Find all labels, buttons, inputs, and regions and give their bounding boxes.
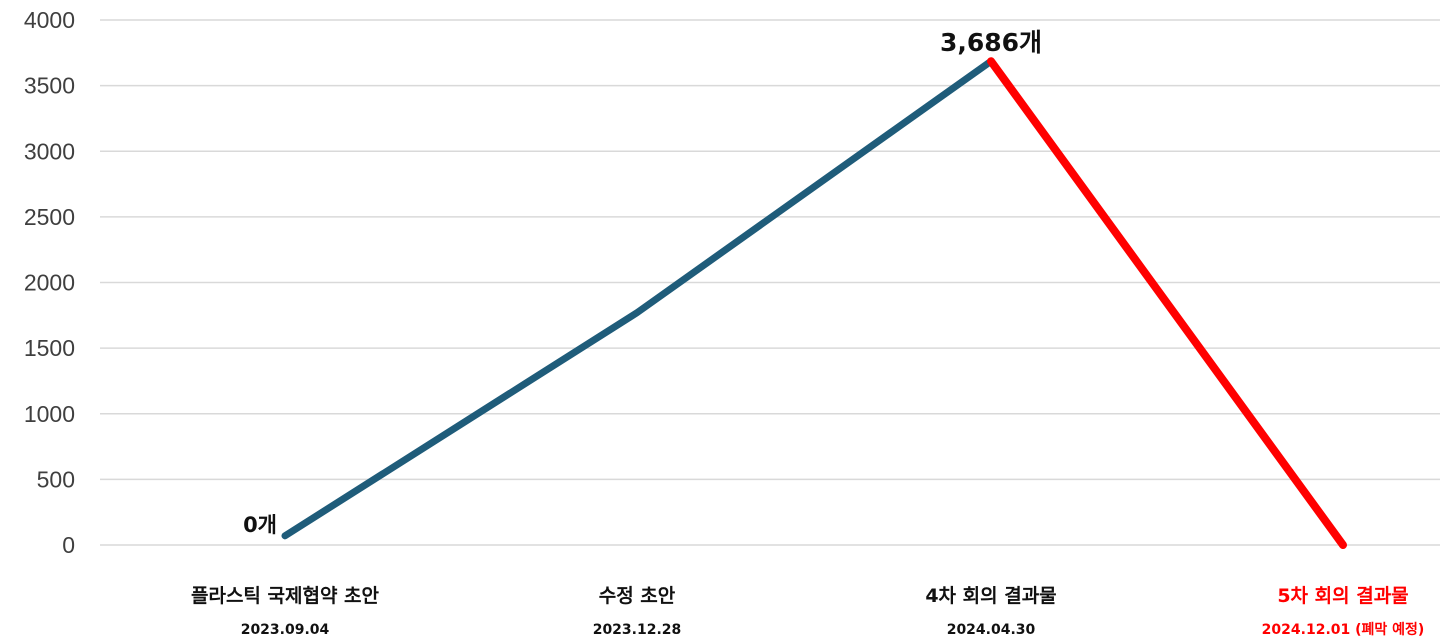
- data-label: 0개: [243, 513, 277, 537]
- x-category-date: 2024.04.30: [947, 622, 1036, 638]
- y-tick-label: 3500: [24, 73, 75, 99]
- x-category-label: 플라스틱 국제협약 초안: [191, 585, 380, 607]
- x-category-label: 5차 회의 결과물: [1277, 585, 1408, 607]
- series-lines: [281, 57, 1347, 549]
- x-category-date: 2023.12.28: [593, 622, 682, 638]
- y-tick-label: 3000: [24, 138, 75, 164]
- y-tick-label: 0: [62, 532, 75, 558]
- x-category-date: 2023.09.04: [241, 622, 330, 638]
- data-labels: 0개 3,686개: [243, 28, 1042, 537]
- x-category-label: 4차 회의 결과물: [925, 585, 1056, 607]
- y-axis-ticks: 0 500 1000 1500 2000 2500 3000 3500 4000: [24, 7, 75, 558]
- data-label: 3,686개: [940, 28, 1042, 57]
- x-category-date: 2024.12.01 (폐막 예정): [1262, 621, 1425, 638]
- gridlines: [100, 19, 1440, 546]
- y-tick-label: 1000: [24, 401, 75, 427]
- y-tick-label: 2000: [24, 270, 75, 296]
- series-line: [281, 57, 995, 540]
- x-category-label: 수정 초안: [599, 585, 676, 607]
- y-tick-label: 500: [37, 466, 75, 492]
- y-tick-label: 1500: [24, 335, 75, 361]
- y-tick-label: 2500: [24, 204, 75, 230]
- y-tick-label: 4000: [24, 7, 75, 33]
- projection-line: [987, 57, 1347, 549]
- x-axis-categories: 플라스틱 국제협약 초안 2023.09.04 수정 초안 2023.12.28 4차 …: [191, 585, 1424, 638]
